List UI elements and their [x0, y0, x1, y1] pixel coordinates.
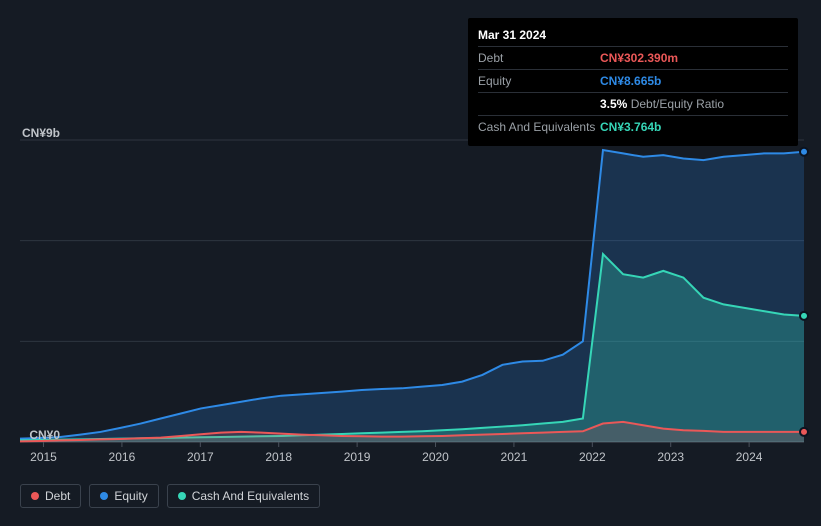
x-axis-label: 2016 — [109, 450, 136, 464]
x-axis-label: 2018 — [265, 450, 292, 464]
legend-label: Cash And Equivalents — [192, 489, 309, 503]
legend-item-equity[interactable]: Equity — [89, 484, 158, 508]
tooltip-row-label — [478, 95, 600, 113]
x-axis-label: 2019 — [344, 450, 371, 464]
tooltip-row-label: Cash And Equivalents — [478, 118, 600, 136]
legend-label: Debt — [45, 489, 70, 503]
financials-chart: CN¥9b CN¥0 2015 2016 2017 2018 2019 2020 2021 2… — [0, 0, 821, 526]
tooltip-rows: DebtCN¥302.390mEquityCN¥8.665b3.5% Debt/… — [478, 46, 788, 138]
tooltip-row-value: CN¥302.390m — [600, 49, 678, 67]
legend-item-debt[interactable]: Debt — [20, 484, 81, 508]
tooltip-row-label: Equity — [478, 72, 600, 90]
tooltip-row: Cash And EquivalentsCN¥3.764b — [478, 115, 788, 138]
y-axis-max-label: CN¥9b — [0, 126, 60, 140]
tooltip-row-label: Debt — [478, 49, 600, 67]
chart-tooltip: Mar 31 2024 DebtCN¥302.390mEquityCN¥8.66… — [468, 18, 798, 146]
tooltip-row-value: CN¥8.665b — [600, 72, 661, 90]
tooltip-row: DebtCN¥302.390m — [478, 46, 788, 69]
equity-color-dot — [100, 492, 108, 500]
tooltip-row: EquityCN¥8.665b — [478, 69, 788, 92]
tooltip-date: Mar 31 2024 — [478, 26, 788, 44]
tooltip-row-value: CN¥3.764b — [600, 118, 661, 136]
legend-label: Equity — [114, 489, 147, 503]
x-axis-label: 2023 — [657, 450, 684, 464]
debt-color-dot — [31, 492, 39, 500]
chart-legend: Debt Equity Cash And Equivalents — [20, 484, 320, 508]
x-axis-label: 2015 — [30, 450, 57, 464]
tooltip-row: 3.5% Debt/Equity Ratio — [478, 92, 788, 115]
x-axis-label: 2017 — [187, 450, 214, 464]
x-axis-label: 2024 — [736, 450, 763, 464]
x-axis-label: 2022 — [579, 450, 606, 464]
legend-item-cash[interactable]: Cash And Equivalents — [167, 484, 320, 508]
y-axis-min-label: CN¥0 — [0, 428, 60, 442]
x-axis-label: 2021 — [501, 450, 528, 464]
tooltip-row-value: 3.5% Debt/Equity Ratio — [600, 95, 724, 113]
x-axis-label: 2020 — [422, 450, 449, 464]
cash-color-dot — [178, 492, 186, 500]
